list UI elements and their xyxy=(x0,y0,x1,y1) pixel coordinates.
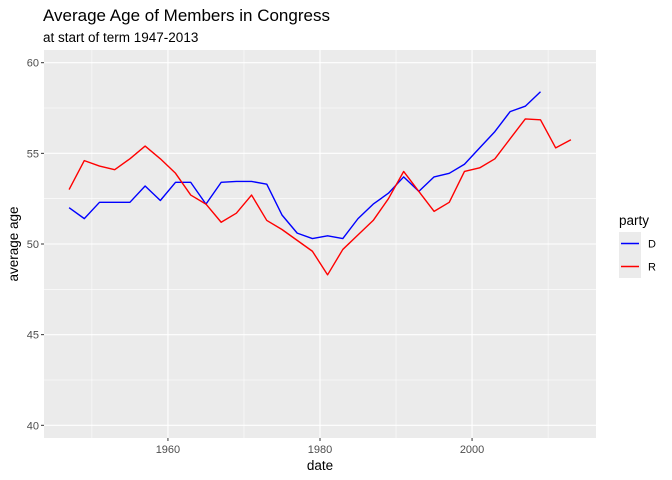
chart-subtitle: at start of term 1947-2013 xyxy=(43,30,198,45)
grid-major-lines xyxy=(44,50,596,438)
x-tick-label: 1980 xyxy=(308,444,332,456)
x-tick-label: 1960 xyxy=(156,444,180,456)
legend-items: DR xyxy=(619,232,656,278)
legend: party DR xyxy=(619,213,656,278)
series-line-R xyxy=(68,118,572,276)
legend-label-D: D xyxy=(648,239,656,251)
x-axis: 1960 1980 2000 xyxy=(156,438,484,456)
y-axis: 40 45 50 55 60 xyxy=(27,58,44,432)
legend-title: party xyxy=(619,213,649,228)
chart-title: Average Age of Members in Congress xyxy=(43,6,330,25)
y-tick-label: 45 xyxy=(27,330,39,342)
y-tick-label: 60 xyxy=(27,58,39,70)
x-tick-label: 2000 xyxy=(460,444,484,456)
series-lines xyxy=(68,91,572,276)
legend-label-R: R xyxy=(648,262,656,274)
y-tick-label: 50 xyxy=(27,239,39,251)
y-tick-label: 40 xyxy=(27,420,39,432)
series-line-D xyxy=(68,91,541,240)
x-axis-title: date xyxy=(307,458,333,473)
plot-panel xyxy=(44,50,596,438)
y-tick-label: 55 xyxy=(27,148,39,160)
y-axis-title: average age xyxy=(6,206,21,281)
